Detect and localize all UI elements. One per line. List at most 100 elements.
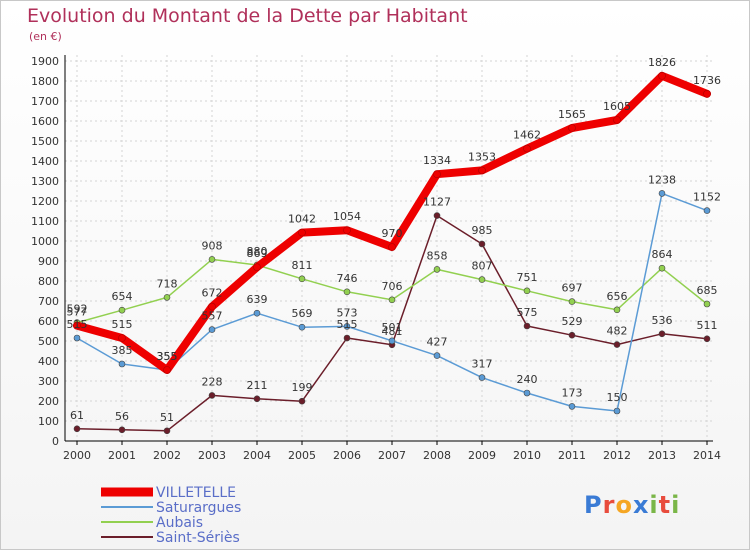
x-tick-label: 2002 <box>153 449 181 462</box>
data-point <box>568 124 576 132</box>
data-point <box>613 341 621 348</box>
data-label: 811 <box>292 259 313 272</box>
data-point <box>703 90 711 98</box>
data-label: 240 <box>517 373 538 386</box>
proxiti-logo: Proxiti <box>584 491 680 519</box>
data-point <box>343 323 351 330</box>
data-point <box>118 360 126 368</box>
data-point <box>523 389 531 397</box>
y-tick-label: 1900 <box>31 55 59 68</box>
data-point <box>433 212 441 219</box>
legend-label: Saint-Sériès <box>156 530 240 546</box>
data-point <box>658 72 666 80</box>
x-tick-label: 2004 <box>243 449 271 462</box>
data-point <box>253 263 261 272</box>
data-point <box>208 326 216 333</box>
x-tick-label: 2011 <box>558 449 586 462</box>
data-point <box>478 276 486 283</box>
data-point <box>613 407 621 415</box>
data-label: 746 <box>337 272 358 285</box>
data-label: 706 <box>382 280 403 293</box>
y-tick-label: 400 <box>38 355 59 368</box>
data-point <box>343 334 351 342</box>
data-point <box>208 302 216 311</box>
logo-letter: r <box>602 491 616 519</box>
data-point <box>118 334 126 342</box>
data-label: 1152 <box>693 191 721 204</box>
data-label: 427 <box>427 336 448 349</box>
data-label: 481 <box>382 325 403 338</box>
x-tick-label: 2012 <box>603 449 631 462</box>
y-tick-label: 1300 <box>31 175 59 188</box>
data-point <box>298 275 306 283</box>
x-tick-label: 2006 <box>333 449 361 462</box>
data-label: 536 <box>652 314 673 327</box>
y-tick-label: 500 <box>38 335 59 348</box>
x-tick-label: 2005 <box>288 449 316 462</box>
y-tick-label: 0 <box>52 435 59 448</box>
logo-letter: o <box>615 491 633 519</box>
data-label: 639 <box>247 293 268 306</box>
data-point <box>298 228 306 237</box>
data-point <box>523 144 531 153</box>
data-label: 573 <box>337 306 358 319</box>
data-point <box>388 243 396 251</box>
data-point <box>73 321 81 330</box>
logo-letter: P <box>584 491 603 519</box>
x-tick-label: 2009 <box>468 449 496 462</box>
x-tick-label: 2003 <box>198 449 226 462</box>
legend-label: Saturargues <box>156 500 241 516</box>
y-tick-label: 200 <box>38 395 59 408</box>
data-point <box>523 322 531 330</box>
data-label: 685 <box>697 284 718 297</box>
data-point <box>118 426 126 434</box>
data-label: 355 <box>157 350 178 363</box>
data-label: 482 <box>607 325 628 338</box>
data-label: 1462 <box>513 129 541 142</box>
data-label-layer: 61 56 51 228 211 199 515 481 1127 985 575 529 482 536… <box>67 56 722 424</box>
y-tick-label: 800 <box>38 275 59 288</box>
data-label: 1127 <box>423 196 451 209</box>
data-label: 173 <box>562 386 583 399</box>
x-tick-label: 2010 <box>513 449 541 462</box>
data-label: 51 <box>160 411 174 424</box>
data-label: 1238 <box>648 173 676 186</box>
data-point <box>478 240 486 248</box>
data-label: 985 <box>472 224 493 237</box>
data-label: 150 <box>607 391 628 404</box>
data-point <box>343 288 351 296</box>
data-point <box>658 330 666 338</box>
data-label: 1054 <box>333 210 361 223</box>
data-point <box>343 226 351 234</box>
data-point <box>208 256 216 263</box>
data-label: 575 <box>517 306 538 319</box>
data-point <box>253 309 261 317</box>
data-point <box>433 170 441 178</box>
data-label: 869 <box>247 247 268 260</box>
data-point <box>298 323 306 331</box>
x-tick-label: 2001 <box>108 449 136 462</box>
y-tick-label: 1100 <box>31 215 59 228</box>
y-tick-label: 100 <box>38 415 59 428</box>
x-tick-label: 2014 <box>693 449 721 462</box>
data-label: 1042 <box>288 213 316 226</box>
data-point <box>523 287 531 295</box>
y-tick-label: 1000 <box>31 235 59 248</box>
y-tick-label: 300 <box>38 375 59 388</box>
data-label: 228 <box>202 375 223 388</box>
y-tick-label: 900 <box>38 255 59 268</box>
data-label: 529 <box>562 315 583 328</box>
data-point <box>163 366 171 374</box>
logo-letter: i <box>671 491 681 519</box>
data-label: 199 <box>292 381 313 394</box>
data-label: 718 <box>157 277 178 290</box>
data-point <box>703 335 711 343</box>
data-label: 672 <box>202 287 223 300</box>
data-label: 61 <box>70 409 84 422</box>
y-tick-label: 700 <box>38 295 59 308</box>
legend-label: VILLETELLE <box>156 485 236 501</box>
data-label: 1353 <box>468 150 496 163</box>
legend-label: Aubais <box>156 515 203 531</box>
